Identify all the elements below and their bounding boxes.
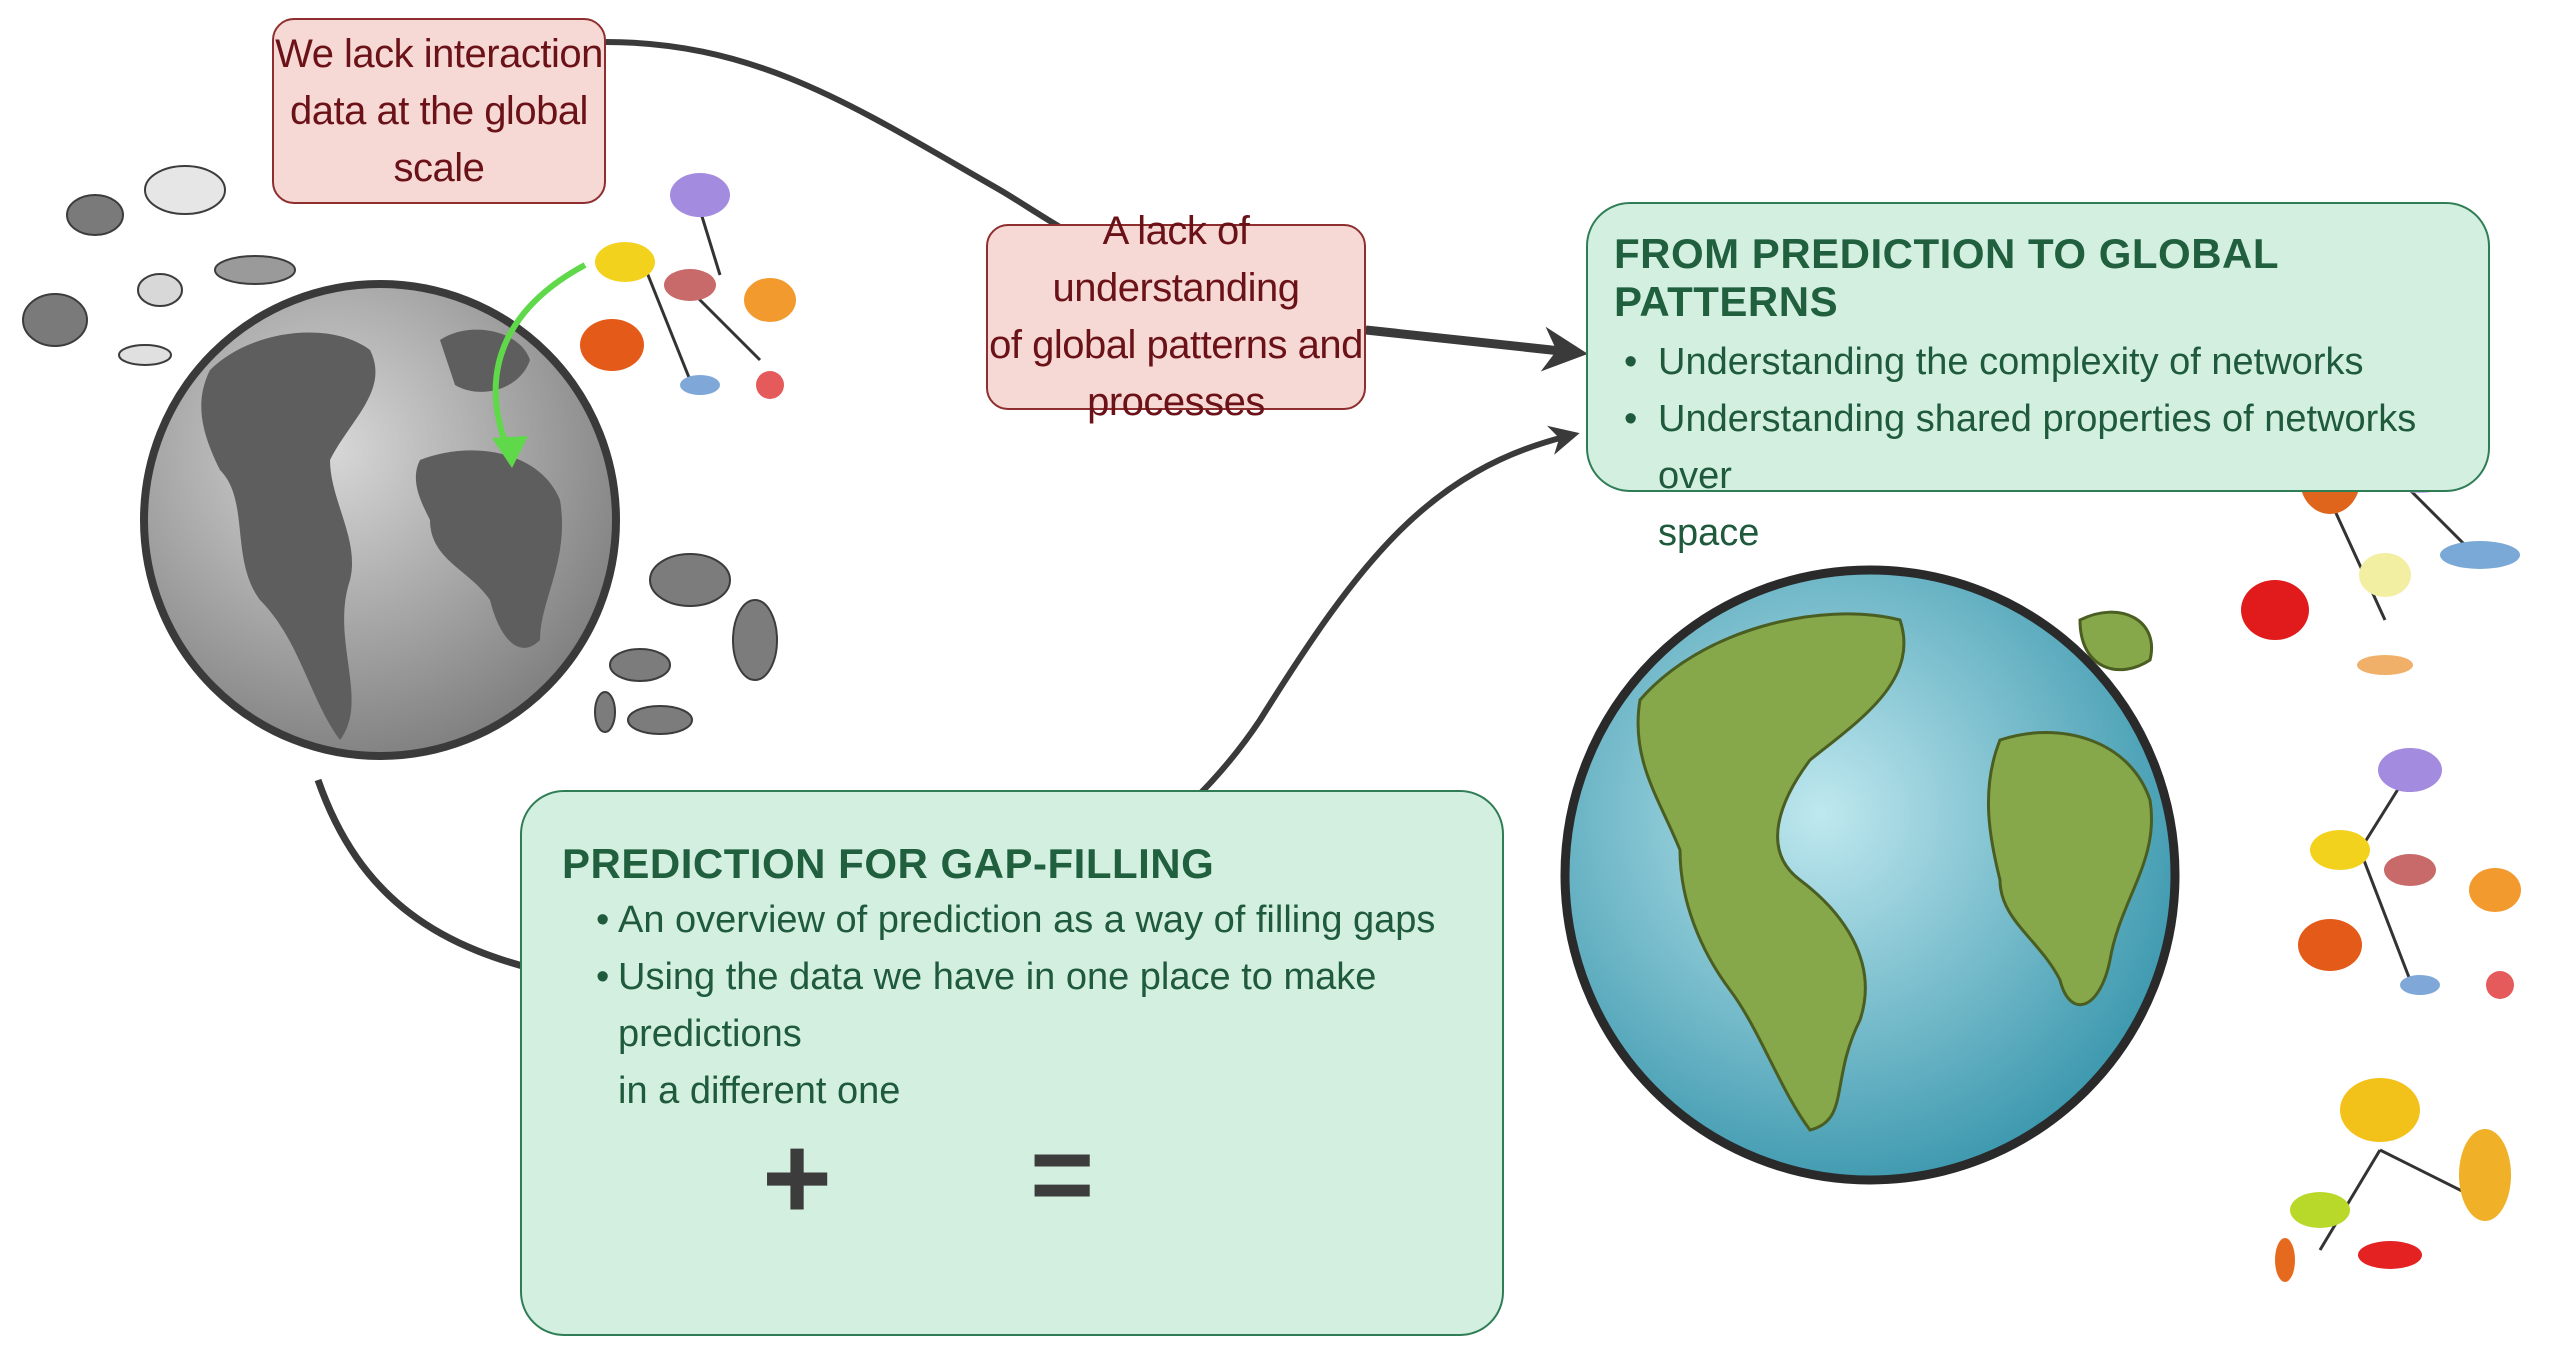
arctic-animal-cluster-icon	[22, 165, 296, 366]
african-animal-cluster-icon	[594, 553, 778, 735]
global-patterns-bullet-continuation: space	[1658, 512, 1760, 554]
green-arrow-icon	[492, 262, 587, 457]
gap-filling-bullet-continuation: in a different one	[618, 1070, 901, 1112]
food-web-icon	[2275, 1078, 2511, 1282]
gap-filling-bullet: Using the data we have in one place to m…	[596, 949, 1472, 1063]
gap-filling-title: PREDICTION FOR GAP-FILLING	[562, 840, 1215, 887]
global-patterns-list: Understanding the complexity of networks…	[1614, 334, 2458, 562]
plus-sign: +	[762, 1111, 833, 1245]
lack-data-line: We lack interaction	[275, 31, 603, 76]
food-web-icon	[2298, 748, 2521, 999]
lack-understanding-line: processes	[1087, 380, 1265, 424]
color-globe-icon	[1560, 565, 2180, 1185]
gap-filling-box: PREDICTION FOR GAP-FILLING An overview o…	[520, 790, 1504, 1336]
lack-understanding-box: A lack of understanding of global patter…	[986, 209, 1366, 424]
lack-data-line: scale	[393, 145, 485, 190]
arrow-understanding-to-patterns	[1365, 325, 1588, 372]
lack-data-line: data at the global	[290, 88, 588, 133]
global-patterns-bullet: Understanding shared properties of netwo…	[1624, 391, 2458, 505]
gap-filling-bullet: An overview of prediction as a way of fi…	[596, 892, 1472, 949]
global-patterns-title: FROM PREDICTION TO GLOBAL PATTERNS	[1614, 230, 2279, 325]
lack-understanding-line: A lack of understanding	[1052, 209, 1300, 310]
equals-sign: =	[1030, 1113, 1095, 1236]
gray-globe-icon	[140, 280, 620, 760]
global-patterns-bullet: Understanding the complexity of networks	[1624, 334, 2458, 391]
gap-filling-list: An overview of prediction as a way of fi…	[562, 892, 1472, 1120]
lack-understanding-line: of global patterns and	[989, 323, 1363, 367]
lack-data-box: We lack interaction data at the global s…	[272, 18, 606, 204]
food-web-icon	[580, 173, 796, 399]
curve-globe-to-gap-filling	[314, 778, 561, 979]
global-patterns-box: FROM PREDICTION TO GLOBAL PATTERNS Under…	[1586, 202, 2490, 554]
